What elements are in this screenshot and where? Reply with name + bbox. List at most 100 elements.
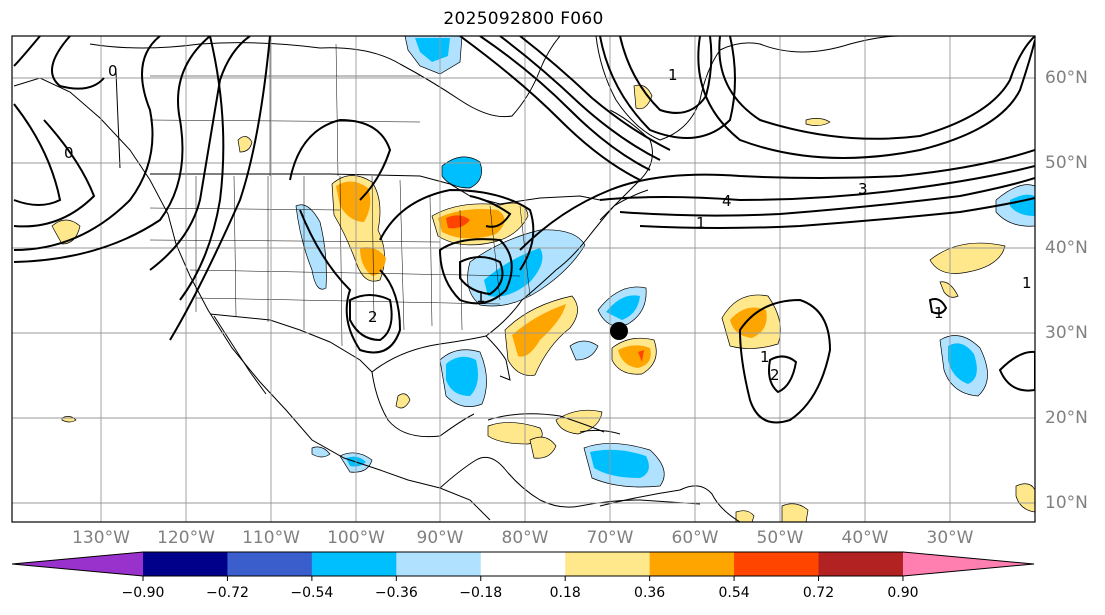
- contour-line: [13, 103, 62, 206]
- contour-line: [718, 36, 1035, 140]
- contour-label: 0: [108, 62, 118, 80]
- anomaly-blob: [529, 436, 557, 459]
- coastline-baja: [213, 315, 267, 395]
- anomaly-blob: [939, 281, 959, 298]
- coastline-central-america: [439, 456, 701, 508]
- colorbar-tick-label: 0.54: [718, 585, 750, 601]
- contour-line: [13, 36, 211, 263]
- latitude-label: 40°N: [1045, 238, 1088, 258]
- coastline-gulf: [371, 335, 511, 381]
- contour-label: 0: [64, 144, 74, 162]
- contour-line: [349, 294, 393, 342]
- contour-line: [169, 36, 271, 341]
- colorbar-segment: [311, 552, 397, 576]
- latitude-label: 20°N: [1045, 408, 1088, 428]
- contour-line: [149, 36, 251, 271]
- colorbar-tick-label: −0.54: [290, 585, 334, 601]
- anomaly-blob: [638, 350, 644, 362]
- contour-label: 2: [770, 366, 780, 384]
- colorbar-tick-label: 0.72: [802, 585, 835, 601]
- anomaly-blob: [395, 393, 411, 409]
- contour-line: [51, 36, 105, 90]
- anomaly-blob: [590, 449, 649, 478]
- longitude-label: 60°W: [671, 528, 719, 548]
- colorbar-segment: [734, 552, 820, 576]
- contour-line: [469, 195, 512, 228]
- anomaly-blob: [446, 356, 478, 396]
- contour-label: 4: [722, 192, 732, 210]
- colorbar-extend-min: [12, 552, 143, 576]
- contour-line: [998, 350, 1035, 392]
- gridlines: [12, 36, 1035, 522]
- colorbar-segment: [227, 552, 313, 576]
- contour-line: [768, 355, 798, 394]
- anomaly-blob: [805, 118, 831, 126]
- coastline-hispaniola: [579, 429, 621, 435]
- longitude-label: 110°W: [242, 528, 300, 548]
- anomaly-blob: [929, 242, 1006, 274]
- anomaly-blob: [237, 136, 253, 153]
- contour-line: [459, 36, 641, 181]
- contour-label: 3: [858, 180, 868, 198]
- longitude-label: 120°W: [157, 528, 215, 548]
- longitude-label: 100°W: [327, 528, 385, 548]
- contour-label: 1: [668, 66, 678, 84]
- contour-label: 1: [934, 304, 944, 322]
- contour-line: [619, 177, 1035, 217]
- country-border-us-mexico: [209, 313, 373, 373]
- anomaly-blob: [948, 343, 977, 384]
- contour-line: [599, 165, 1035, 202]
- coastline-greenland: [595, 36, 901, 141]
- colorbar-tick-label: −0.36: [374, 585, 418, 601]
- contour-line: [519, 36, 671, 151]
- contour-label: 1: [760, 348, 770, 366]
- contour-line: [928, 298, 948, 315]
- longitude-label: 80°W: [501, 528, 549, 548]
- contour-line: [639, 197, 1035, 229]
- contour-label: 1: [476, 288, 486, 306]
- colorbar-segment: [818, 552, 904, 576]
- colorbar-segment: [649, 552, 735, 576]
- contour-line: [619, 36, 713, 114]
- longitude-label: 130°W: [72, 528, 130, 548]
- anomaly-blob: [295, 204, 327, 290]
- colorbar-tick-label: −0.72: [205, 585, 249, 601]
- map-panel: 0 0 1 4 3 1 1 2 1 1 1 2: [11, 35, 1036, 523]
- latitude-label: 50°N: [1045, 153, 1088, 173]
- colorbar-tick-label: 0.90: [887, 585, 919, 601]
- storm-marker: [610, 322, 628, 340]
- coastline-south-america: [599, 485, 741, 522]
- colorbar-extend-max: [902, 552, 1034, 576]
- contour-line: [459, 256, 504, 296]
- contour-label: 2: [368, 308, 378, 326]
- coastlines: [13, 36, 901, 522]
- latitude-label: 10°N: [1045, 493, 1088, 513]
- coastline-arctic: [89, 42, 401, 65]
- anomaly-blob: [569, 340, 599, 361]
- contour-line: [13, 36, 161, 251]
- anomaly-blob: [512, 304, 566, 357]
- latitude-label: 30°N: [1045, 323, 1088, 343]
- colorbar-segment: [480, 552, 566, 576]
- contour-line: [738, 298, 832, 424]
- colorbar-tick-label: 0.18: [549, 585, 581, 601]
- contour-labels: 0 0 1 4 3 1 1 2 1 1 1 2: [64, 62, 1032, 384]
- latitude-label: 60°N: [1045, 68, 1088, 88]
- colorbar-segment: [143, 552, 228, 576]
- country-border-alaska: [115, 71, 121, 169]
- coastline-hudson: [399, 36, 561, 118]
- contour-lines: [13, 36, 1035, 424]
- colorbar-tick-label: 0.36: [634, 585, 666, 601]
- coastline-canada-east: [599, 109, 653, 221]
- map-title: 2025092800 F060: [443, 9, 604, 29]
- coastline-north-america: [13, 77, 491, 521]
- colorbar-tick-label: −0.90: [121, 585, 165, 601]
- contour-label: 1: [696, 214, 706, 232]
- map-frame: [11, 35, 1036, 523]
- longitude-label: 70°W: [586, 528, 634, 548]
- shaded-anomaly-fields: [51, 36, 1035, 522]
- anomaly-blob: [606, 295, 640, 320]
- longitude-label: 50°W: [756, 528, 804, 548]
- contour-label: 1: [1022, 274, 1032, 292]
- contour-line: [13, 36, 41, 67]
